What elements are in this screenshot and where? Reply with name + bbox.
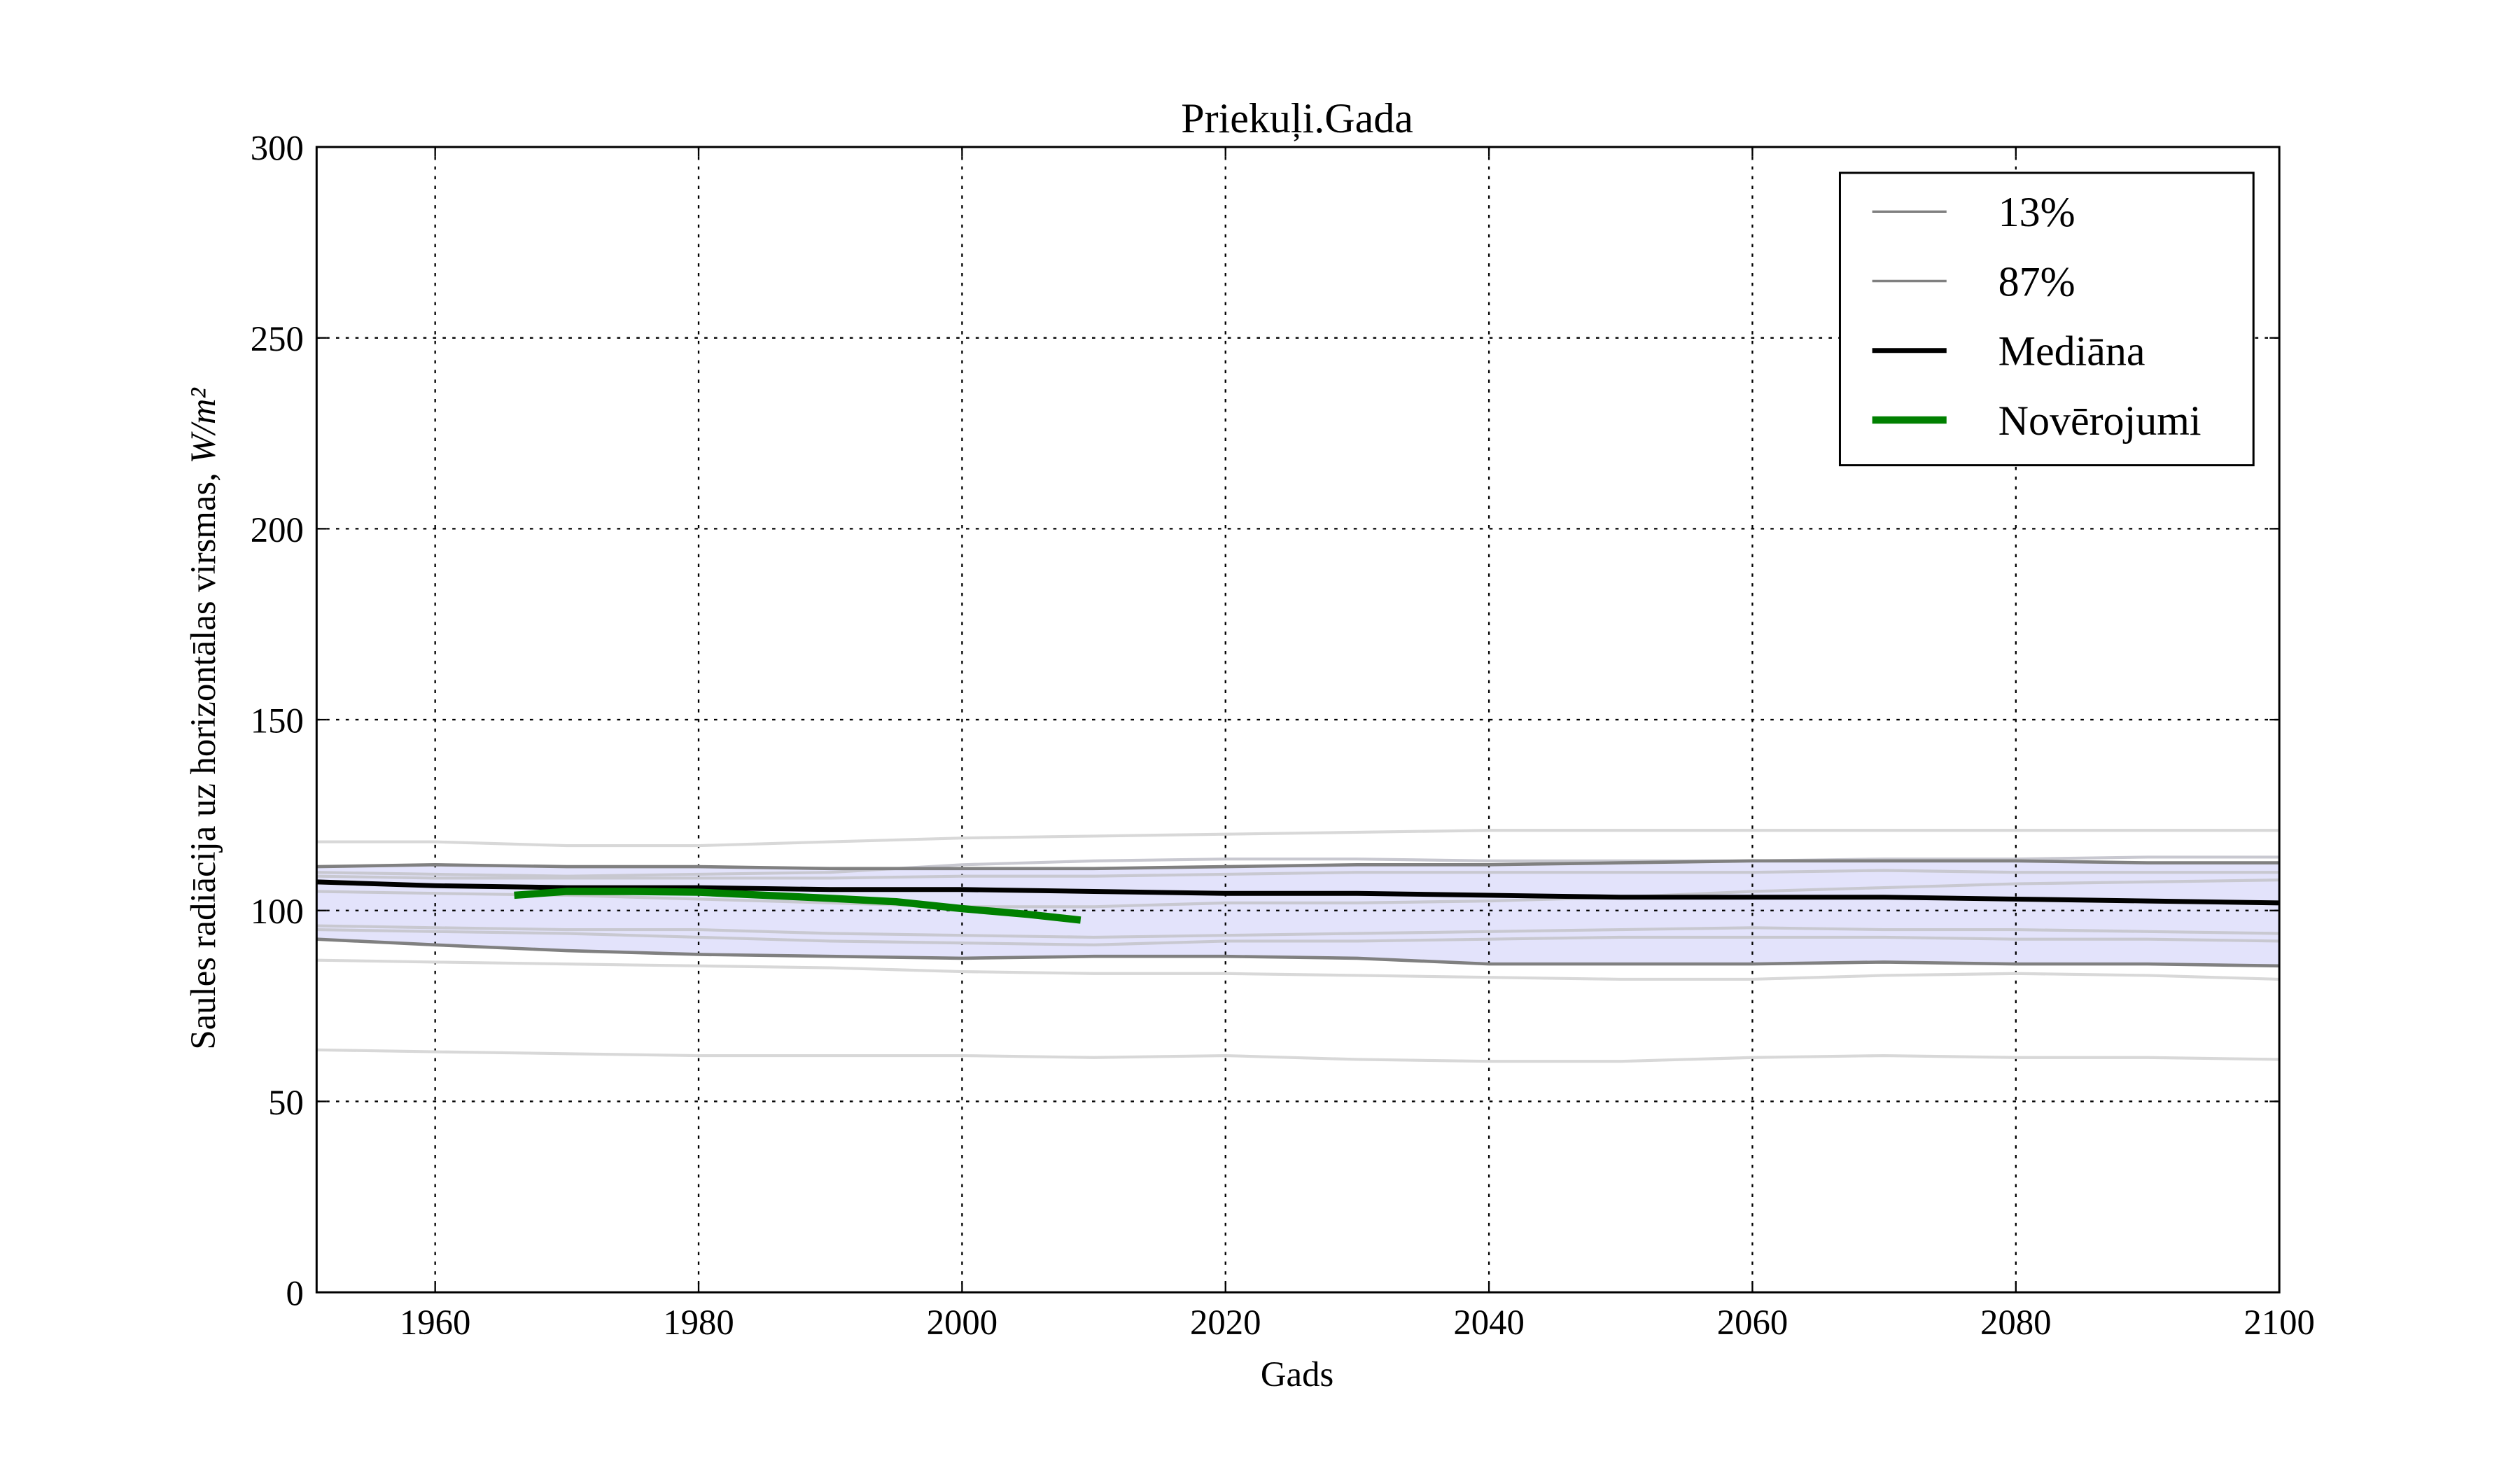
model-series-line: [316, 878, 2280, 909]
p13-series-line: [316, 937, 2280, 968]
x-tick-label: 1980: [663, 1303, 734, 1342]
x-tick-label: 2020: [1190, 1303, 1261, 1342]
y-tick-label: 100: [251, 892, 304, 931]
chart-title: Priekuļi.Gada: [1181, 95, 1413, 141]
p87-series-line: [316, 859, 2280, 871]
x-tick-label: 2060: [1717, 1303, 1788, 1342]
y-tick-label: 150: [251, 701, 304, 741]
y-tick-label: 250: [251, 319, 304, 358]
x-axis-label: Gads: [1261, 1354, 1334, 1394]
y-axis-label: Saules radiācija uz horizontālas virsmas…: [183, 387, 223, 1049]
obs-series-line: [514, 888, 1082, 924]
model-series-line: [316, 927, 2280, 946]
legend-label: Mediāna: [1998, 328, 2146, 374]
x-tick-label: 2000: [927, 1303, 998, 1342]
legend-label: Novērojumi: [1998, 398, 2202, 444]
x-tick-label: 2100: [2244, 1303, 2314, 1342]
model-series-line: [316, 855, 2280, 878]
model-series-line: [316, 829, 2280, 848]
median-series-line: [316, 879, 2280, 906]
x-tick-label: 2080: [1980, 1303, 2051, 1342]
y-tick-label: 0: [286, 1274, 303, 1313]
axis-ticks: 1960 1980 2000 2020 2040 2060 2080 2100 0 50 100 15…: [251, 128, 2315, 1342]
series-lines: [316, 829, 2280, 1063]
model-series-line: [316, 924, 2280, 939]
legend-label: 87%: [1998, 258, 2076, 304]
y-tick-label: 300: [251, 128, 304, 167]
model-series-line: [316, 869, 2280, 880]
model-series-line: [316, 1048, 2280, 1063]
legend-label: 13%: [1998, 189, 2076, 235]
model-series-line: [316, 958, 2280, 981]
y-tick-label: 200: [251, 510, 304, 550]
y-tick-label: 50: [268, 1083, 304, 1122]
grid-lines: [316, 146, 2280, 1293]
legend: 13% 87% Mediāna Novērojumi: [1838, 172, 2255, 467]
x-tick-label: 1960: [400, 1303, 471, 1342]
x-tick-label: 2040: [1453, 1303, 1525, 1342]
